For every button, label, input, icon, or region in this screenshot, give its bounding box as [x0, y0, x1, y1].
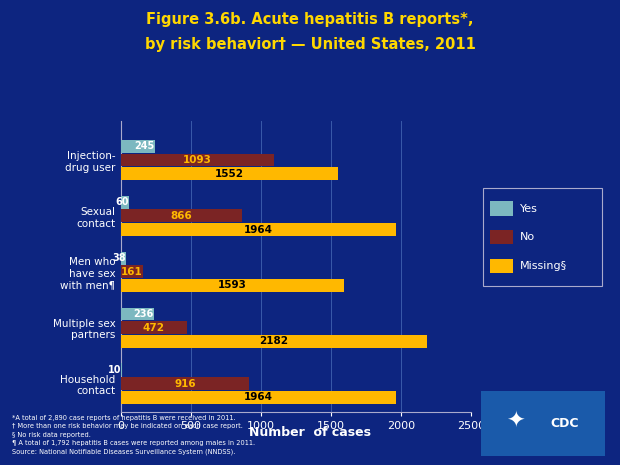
Text: 916: 916: [174, 379, 196, 389]
FancyBboxPatch shape: [490, 201, 513, 216]
Text: No: No: [520, 232, 535, 242]
Text: 10: 10: [108, 365, 122, 375]
Text: by risk behavior† — United States, 2011: by risk behavior† — United States, 2011: [144, 37, 476, 52]
FancyBboxPatch shape: [483, 188, 602, 286]
Bar: [121, 391, 396, 404]
Bar: [121, 210, 242, 222]
FancyBboxPatch shape: [490, 259, 513, 273]
Text: 1093: 1093: [183, 155, 212, 165]
Bar: [121, 307, 154, 320]
FancyBboxPatch shape: [490, 230, 513, 244]
Text: Figure 3.6b. Acute hepatitis B reports*,: Figure 3.6b. Acute hepatitis B reports*,: [146, 12, 474, 27]
Text: 1964: 1964: [244, 392, 273, 402]
Text: 60: 60: [115, 197, 128, 207]
Bar: [121, 140, 155, 153]
Text: 161: 161: [122, 267, 143, 277]
Bar: [121, 377, 249, 390]
Text: CDC: CDC: [551, 417, 579, 430]
Bar: [121, 279, 344, 292]
Bar: [121, 266, 143, 278]
Bar: [121, 153, 274, 166]
Bar: [121, 223, 396, 236]
FancyBboxPatch shape: [476, 388, 609, 458]
Text: 1964: 1964: [244, 225, 273, 235]
Text: 2182: 2182: [259, 336, 288, 346]
Bar: [121, 252, 126, 265]
Text: 866: 866: [170, 211, 192, 221]
Text: 1593: 1593: [218, 280, 247, 291]
Text: 38: 38: [112, 253, 125, 263]
Bar: [121, 335, 427, 348]
Text: *A total of 2,890 case reports of hepatitis B were received in 2011.
† More than: *A total of 2,890 case reports of hepati…: [12, 415, 255, 455]
Text: 1552: 1552: [215, 169, 244, 179]
Bar: [121, 364, 122, 376]
Text: ✦: ✦: [506, 412, 525, 432]
Text: Missing§: Missing§: [520, 261, 567, 271]
Bar: [121, 196, 130, 209]
Text: 245: 245: [135, 141, 154, 151]
Text: Yes: Yes: [520, 204, 538, 213]
Text: Number  of cases: Number of cases: [249, 426, 371, 439]
Bar: [121, 167, 339, 180]
Text: 236: 236: [133, 309, 153, 319]
Text: 472: 472: [143, 323, 165, 332]
Bar: [121, 321, 187, 334]
